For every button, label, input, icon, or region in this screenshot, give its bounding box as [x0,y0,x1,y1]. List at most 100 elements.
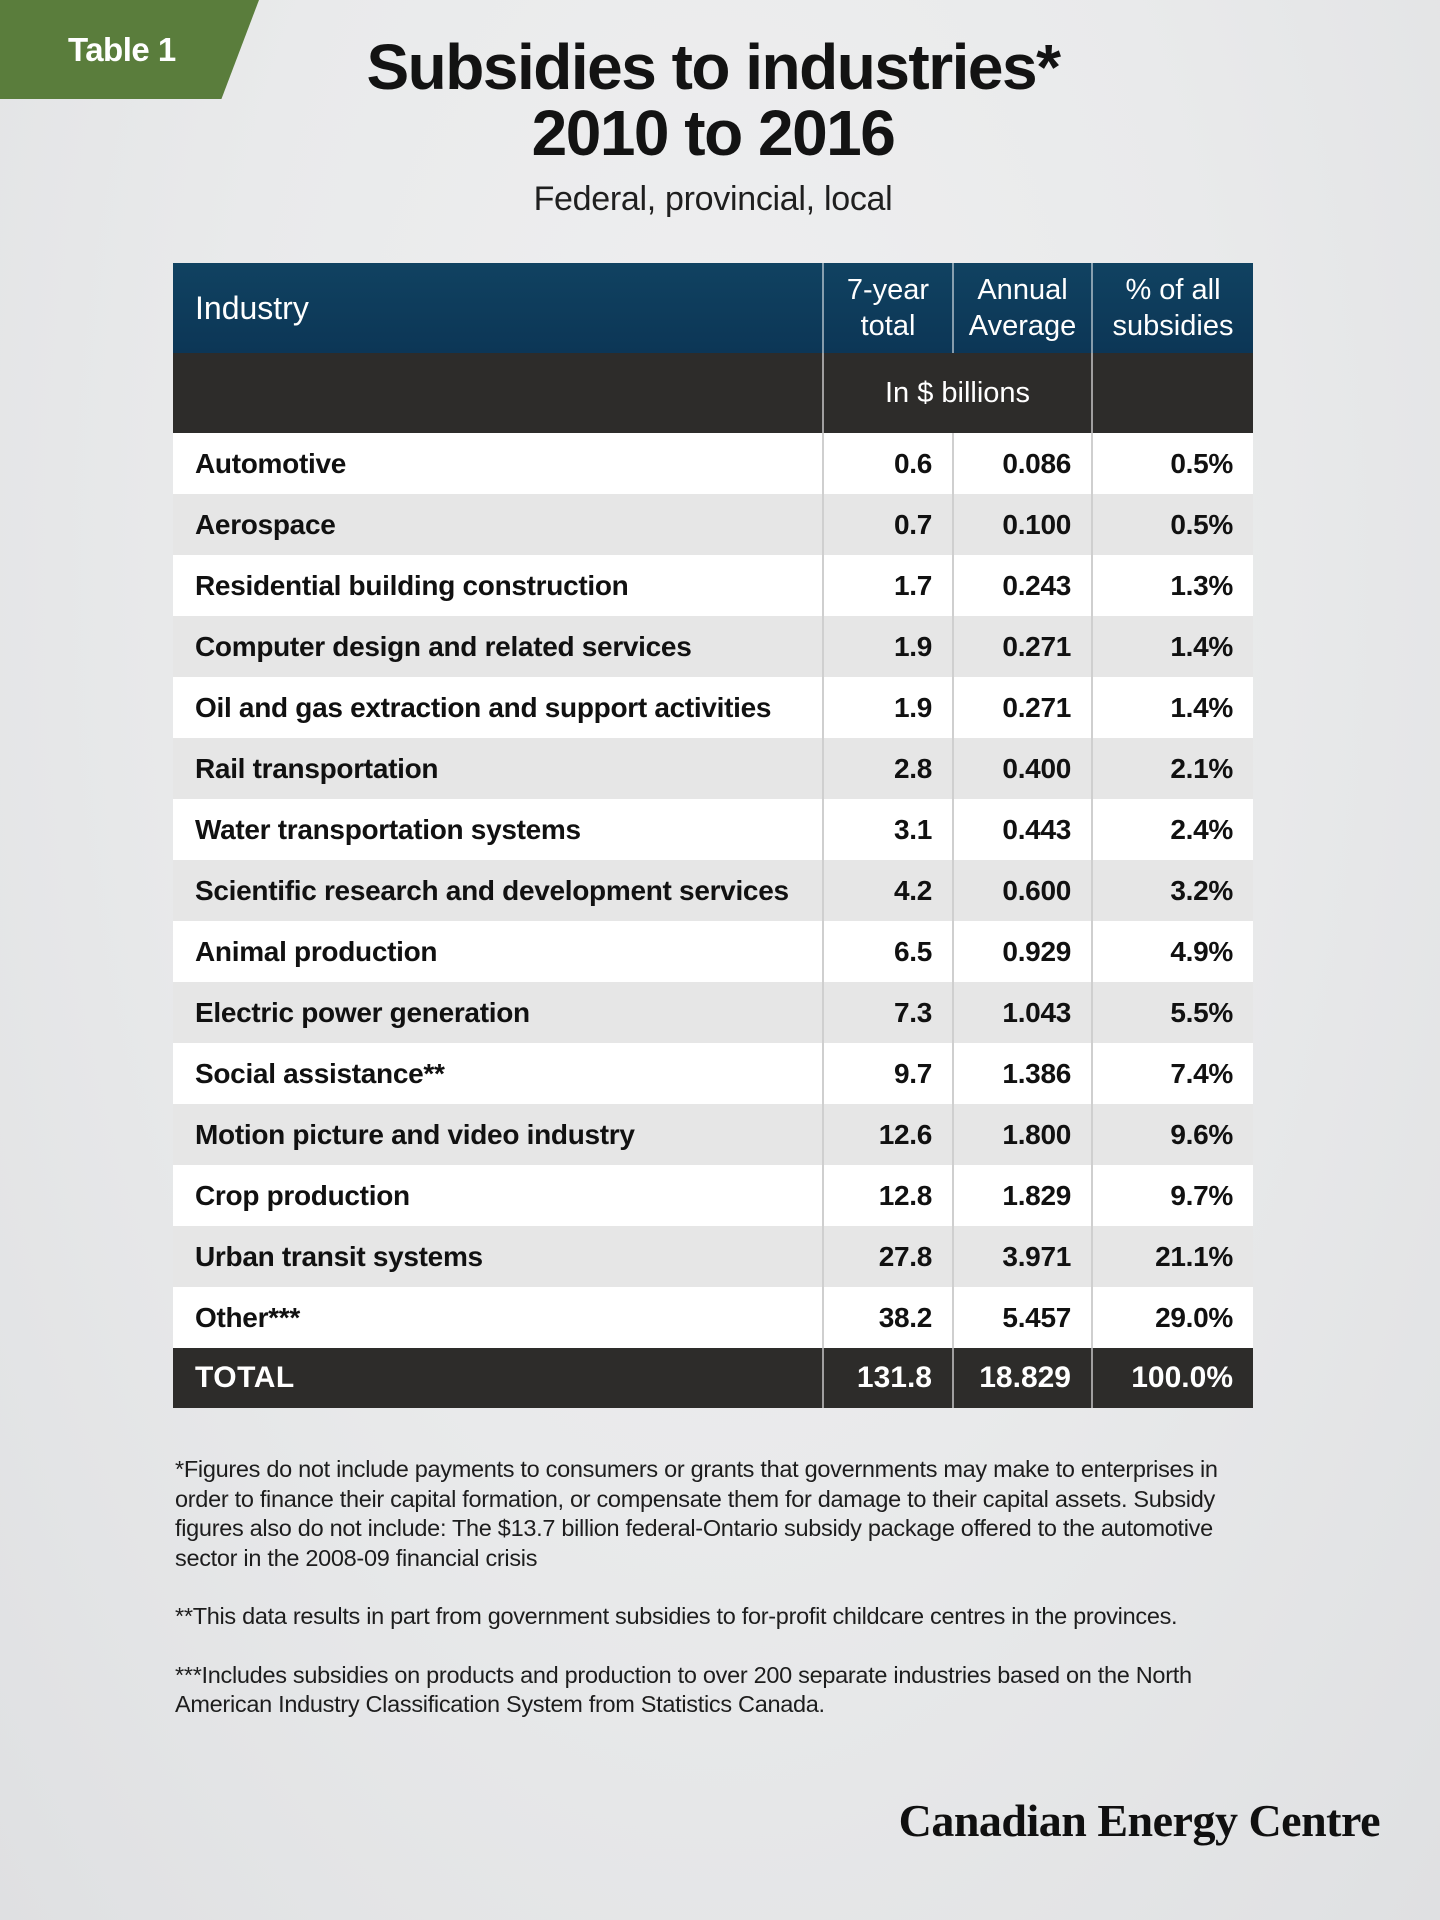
cell-pct-of-all-subsidies: 21.1% [1091,1226,1253,1287]
cell-pct-of-all-subsidies: 0.5% [1091,494,1253,555]
table-body: Automotive 0.6 0.086 0.5% Aerospace 0.7 0.100 0… [173,433,1253,1348]
cell-seven-year-total: 12.6 [822,1104,952,1165]
brand-logo-text: Canadian Energy Centre [898,1795,1381,1846]
cell-industry: Rail transportation [195,752,439,784]
page-title-line-2: 2010 to 2016 [531,97,896,169]
cell-annual-average: 0.271 [952,677,1091,738]
page-subtitle: Federal, provincial, local [533,180,893,218]
table-total-row: TOTAL 131.8 18.829 100.0% [173,1348,1253,1408]
table-row: Motion picture and video industry 12.6 1.8… [173,1104,1253,1165]
table-row: Crop production 12.8 1.829 9.7% [173,1165,1253,1226]
table-row: Water transportation systems 3.1 0.443 2.4% [173,799,1253,860]
cell-seven-year-total: 9.7 [822,1043,952,1104]
table-row: Residential building construction 1.7 0.24… [173,555,1253,616]
cell-industry: Oil and gas extraction and support activ… [195,691,772,723]
cell-annual-average: 0.929 [952,921,1091,982]
cell-annual-average: 0.271 [952,616,1091,677]
table-row: Aerospace 0.7 0.100 0.5% [173,494,1253,555]
cell-seven-year-total: 4.2 [822,860,952,921]
cell-industry: Other*** [195,1301,300,1333]
cell-industry: Motion picture and video industry [195,1118,635,1150]
table-row: Rail transportation 2.8 0.400 2.1% [173,738,1253,799]
table-row: Other*** 38.2 5.457 29.0% [173,1287,1253,1348]
cell-seven-year-total: 3.1 [822,799,952,860]
footnotes-block: *Figures do not include payments to cons… [175,1455,1270,1749]
cell-annual-average: 1.829 [952,1165,1091,1226]
cell-pct-of-all-subsidies: 3.2% [1091,860,1253,921]
cell-industry: Aerospace [195,508,336,540]
cell-total-label: TOTAL [195,1361,295,1394]
cell-annual-average: 1.043 [952,982,1091,1043]
cell-industry: Computer design and related services [195,630,692,662]
cell-annual-average: 0.400 [952,738,1091,799]
cell-pct-of-all-subsidies: 9.7% [1091,1165,1253,1226]
table-row: Scientific research and development serv… [173,860,1253,921]
column-header-industry: Industry [195,290,309,326]
cell-seven-year-total: 2.8 [822,738,952,799]
column-header-pct-of-all-subsidies: % of all subsidies [1091,263,1253,353]
table-row: Computer design and related services 1.9 0… [173,616,1253,677]
cell-pct-of-all-subsidies: 1.3% [1091,555,1253,616]
unit-band-spacer-left [173,353,822,433]
cell-pct-of-all-subsidies: 1.4% [1091,677,1253,738]
table-row: Electric power generation 7.3 1.043 5.5% [173,982,1253,1043]
cell-annual-average: 5.457 [952,1287,1091,1348]
table-number-label: Table 1 [68,30,176,68]
column-header-seven-year-total: 7-year total [822,263,952,353]
cell-annual-average: 3.971 [952,1226,1091,1287]
table-row: Automotive 0.6 0.086 0.5% [173,433,1253,494]
cell-pct-of-all-subsidies: 0.5% [1091,433,1253,494]
cell-annual-average: 0.100 [952,494,1091,555]
cell-seven-year-total: 0.6 [822,433,952,494]
cell-pct-of-all-subsidies: 5.5% [1091,982,1253,1043]
cell-industry: Automotive [195,447,347,479]
footnote-3: ***Includes subsidies on products and pr… [175,1661,1192,1718]
cell-industry: Social assistance** [195,1057,445,1089]
cell-total-seven-year-total: 131.8 [822,1348,952,1408]
cell-annual-average: 1.800 [952,1104,1091,1165]
subsidies-table: Industry 7-year total Annual Average % o… [173,263,1253,1408]
cell-industry: Water transportation systems [195,813,581,845]
table-row: Social assistance** 9.7 1.386 7.4% [173,1043,1253,1104]
footnote-1: *Figures do not include payments to cons… [175,1456,1218,1571]
cell-seven-year-total: 12.8 [822,1165,952,1226]
unit-band-spacer-right [1091,353,1253,433]
cell-seven-year-total: 6.5 [822,921,952,982]
table-row: Animal production 6.5 0.929 4.9% [173,921,1253,982]
cell-annual-average: 0.600 [952,860,1091,921]
table-number-badge: Table 1 [0,0,259,99]
cell-seven-year-total: 1.7 [822,555,952,616]
cell-seven-year-total: 1.9 [822,616,952,677]
cell-pct-of-all-subsidies: 29.0% [1091,1287,1253,1348]
cell-seven-year-total: 27.8 [822,1226,952,1287]
cell-seven-year-total: 1.9 [822,677,952,738]
cell-industry: Scientific research and development serv… [195,874,789,906]
table-row: Oil and gas extraction and support activ… [173,677,1253,738]
cell-total-annual-average: 18.829 [952,1348,1091,1408]
cell-industry: Urban transit systems [195,1240,483,1272]
cell-pct-of-all-subsidies: 1.4% [1091,616,1253,677]
table-row: Urban transit systems 27.8 3.971 21.1% [173,1226,1253,1287]
page-title-line-1: Subsidies to industries* [366,31,1061,103]
cell-pct-of-all-subsidies: 2.4% [1091,799,1253,860]
cell-annual-average: 1.386 [952,1043,1091,1104]
cell-annual-average: 0.443 [952,799,1091,860]
cell-seven-year-total: 0.7 [822,494,952,555]
cell-industry: Electric power generation [195,996,530,1028]
cell-total-pct-of-all-subsidies: 100.0% [1091,1348,1253,1408]
cell-annual-average: 0.243 [952,555,1091,616]
cell-industry: Animal production [195,935,438,967]
column-header-annual-average: Annual Average [952,263,1091,353]
cell-pct-of-all-subsidies: 4.9% [1091,921,1253,982]
unit-label: In $ billions [822,353,1091,433]
cell-seven-year-total: 7.3 [822,982,952,1043]
cell-pct-of-all-subsidies: 2.1% [1091,738,1253,799]
cell-pct-of-all-subsidies: 7.4% [1091,1043,1253,1104]
unit-band-row: In $ billions [173,353,1253,433]
cell-annual-average: 0.086 [952,433,1091,494]
title-block: Subsidies to industries* 2010 to 2016 Fe… [173,34,1253,220]
cell-industry: Crop production [195,1179,410,1211]
footnote-2: **This data results in part from governm… [175,1603,1178,1629]
cell-pct-of-all-subsidies: 9.6% [1091,1104,1253,1165]
cell-industry: Residential building construction [195,569,629,601]
